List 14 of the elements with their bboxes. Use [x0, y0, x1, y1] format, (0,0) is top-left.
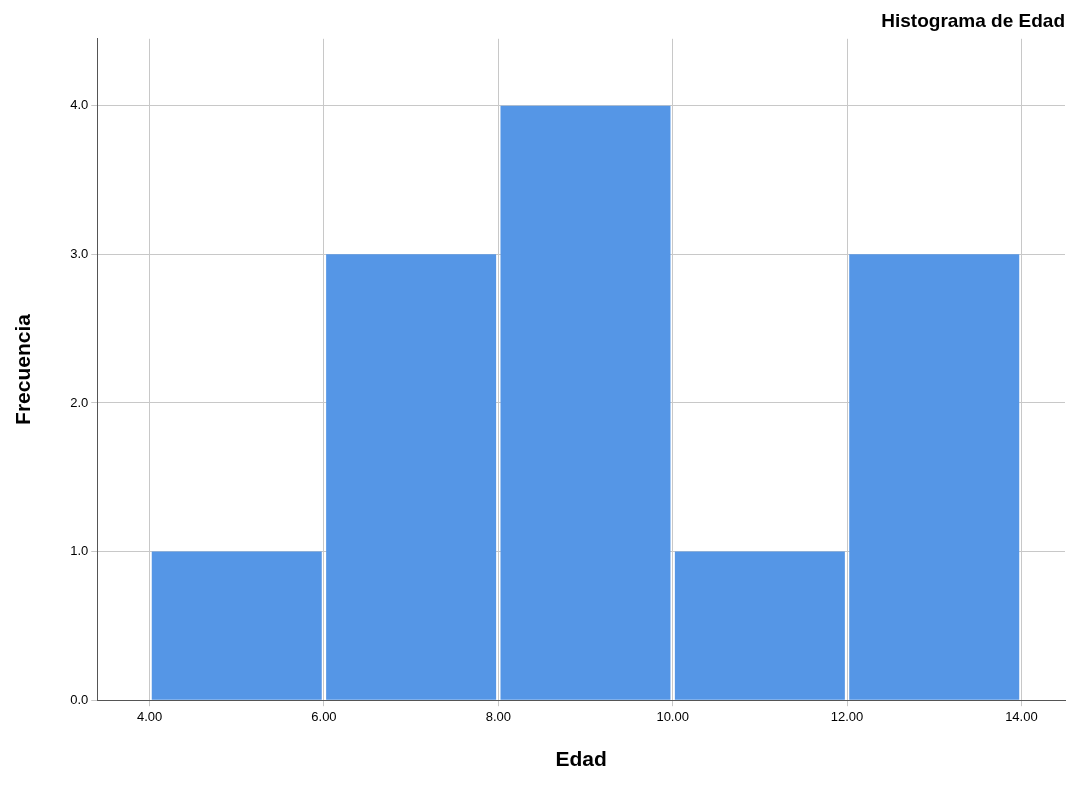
x-tick-label: 6.00 [311, 708, 337, 724]
x-axis-title: Edad [555, 747, 607, 771]
y-tick-label: 2.0 [70, 394, 89, 410]
y-axis-title: Frecuencia [11, 313, 35, 425]
x-tick-label: 4.00 [136, 708, 163, 724]
y-tick-label: 3.0 [70, 245, 89, 261]
x-tick-label: 10.00 [656, 708, 689, 724]
x-tick-label: 12.00 [830, 708, 864, 724]
y-tick-label: 0.0 [70, 691, 89, 707]
y-tick-label: 4.0 [70, 97, 89, 113]
y-tick-label: 1.0 [70, 543, 89, 559]
x-tick-label: 8.00 [485, 708, 511, 724]
chart-title: Histograma de Edad [881, 9, 1065, 31]
x-tick-label: 14.00 [1005, 708, 1038, 724]
